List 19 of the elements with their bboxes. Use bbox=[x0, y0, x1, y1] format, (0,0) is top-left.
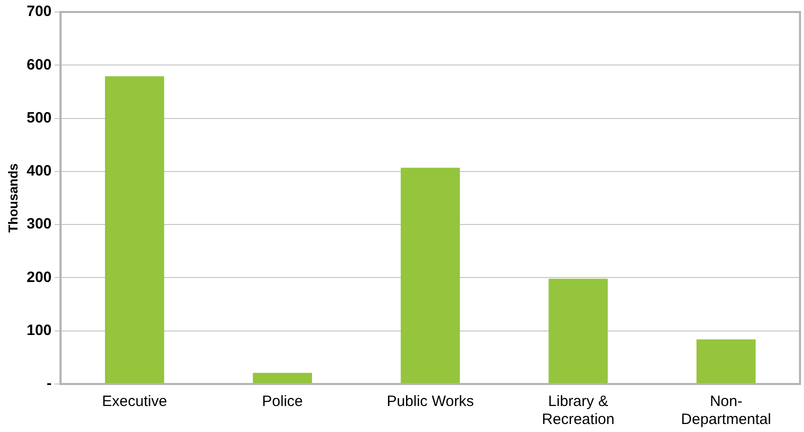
x-tick-label: Library & Recreation bbox=[542, 393, 614, 428]
y-tick-label: 600 bbox=[26, 56, 52, 74]
x-tick-label: Non-Departmental bbox=[681, 393, 772, 428]
y-tick-label: 200 bbox=[26, 268, 52, 286]
y-axis-title: Thousands bbox=[5, 163, 20, 233]
x-tick-label: Executive bbox=[102, 393, 168, 410]
bar bbox=[252, 372, 312, 384]
x-tick-label: Police bbox=[262, 393, 303, 410]
y-tick-label: 300 bbox=[26, 216, 52, 233]
y-tick-label: 100 bbox=[26, 322, 52, 339]
y-tick-label: 700 bbox=[26, 3, 52, 20]
bar bbox=[548, 278, 608, 384]
bar bbox=[104, 76, 164, 384]
bar bbox=[400, 168, 460, 384]
x-tick-label: Public Works bbox=[386, 393, 474, 410]
y-tick-label: - bbox=[46, 375, 52, 392]
y-tick-label: 400 bbox=[26, 162, 52, 180]
y-tick-label: 500 bbox=[26, 109, 52, 126]
bar bbox=[696, 339, 756, 384]
